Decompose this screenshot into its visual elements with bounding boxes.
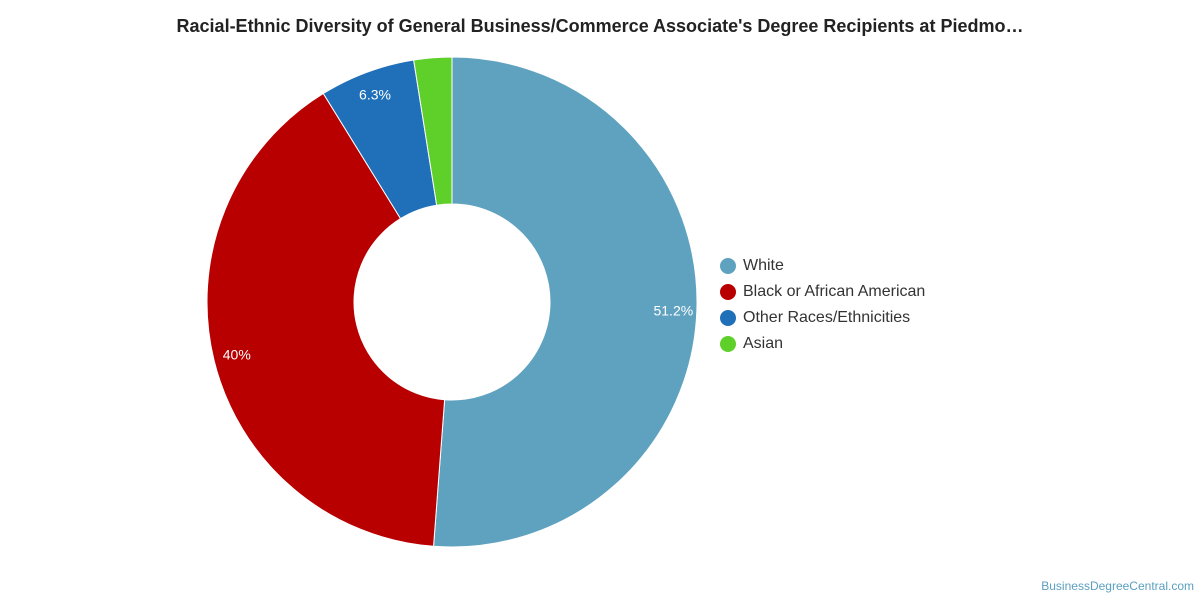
legend-label: Other Races/Ethnicities [743,309,911,326]
legend-label: Black or African American [743,283,926,300]
slices-group [206,56,698,548]
legend-label: White [743,257,784,274]
legend-item-black-or-african-american[interactable]: Black or African American [720,279,925,305]
legend-swatch-icon [720,258,736,274]
slice-black-or-african-american [206,92,446,547]
chart-title: Racial-Ethnic Diversity of General Busin… [176,16,1024,36]
legend-item-white[interactable]: White [720,253,925,279]
legend-label: Asian [743,335,784,352]
legend-swatch-icon [720,336,736,352]
data-label-other-races-ethnicities: 6.3% [359,86,391,102]
data-label-black-or-african-american: 40% [223,346,251,362]
slice-asian [413,56,453,206]
legend-swatch-icon [720,310,736,326]
legend-item-asian[interactable]: Asian [720,331,925,357]
legend-swatch-icon [720,284,736,300]
legend: White Black or African American Other Race… [720,253,925,357]
slice-white [433,56,698,548]
legend-item-other-races-ethnicities[interactable]: Other Races/Ethnicities [720,305,925,331]
data-labels-group: 51.2% 40% 6.3% [223,86,693,362]
data-label-white: 51.2% [653,302,693,318]
watermark: BusinessDegreeCentral.com [1041,579,1194,593]
